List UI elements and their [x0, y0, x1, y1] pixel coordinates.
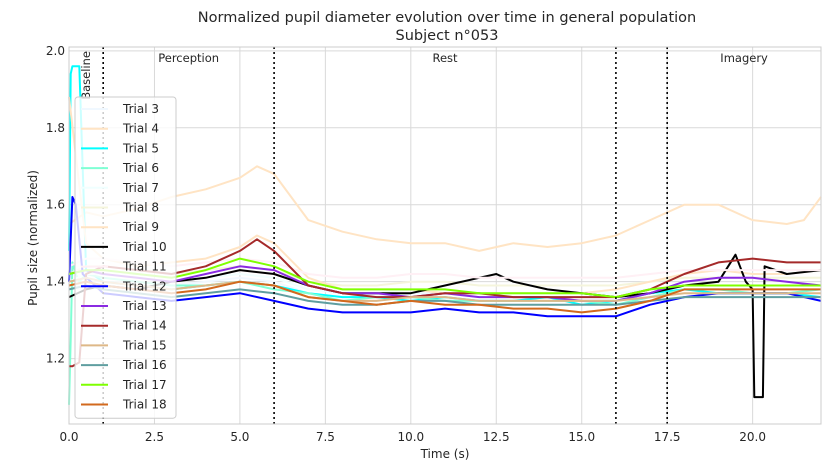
legend-label: Trial 15 [122, 338, 167, 352]
x-tick-label: 5.0 [230, 430, 249, 444]
phase-label-perception: Perception [158, 51, 219, 65]
phase-label-baseline: Baseline [79, 51, 93, 100]
legend-label: Trial 17 [122, 378, 167, 392]
legend-label: Trial 13 [122, 299, 167, 313]
series-line-trial-4 [68, 165, 822, 252]
legend-label: Trial 11 [122, 260, 167, 274]
plot-frame [68, 46, 822, 425]
chart-title: Normalized pupil diameter evolution over… [198, 10, 696, 26]
y-axis-ticks: 1.2 1.4 1.6 1.8 2.0 [46, 44, 65, 366]
legend-label: Trial 16 [122, 358, 167, 372]
x-tick-label: 20.0 [739, 430, 766, 444]
chart-subtitle: Subject n°053 [396, 28, 499, 44]
series-line-trial-12 [68, 196, 822, 318]
y-tick-label: 1.6 [46, 198, 65, 212]
phase-label-rest: Rest [432, 51, 458, 65]
x-tick-label: 15.0 [568, 430, 595, 444]
legend-label: Trial 10 [122, 240, 167, 254]
legend-label: Trial 18 [122, 398, 167, 412]
y-axis-label: Pupil size (normalized) [26, 170, 40, 306]
series-line-trial-5 [68, 65, 822, 306]
legend-label: Trial 9 [122, 220, 159, 234]
y-tick-label: 1.2 [46, 352, 65, 366]
legend-label: Trial 8 [122, 201, 159, 215]
legend-label: Trial 14 [122, 319, 167, 333]
phase-markers [102, 47, 668, 424]
legend-label: Trial 3 [122, 102, 159, 116]
legend-label: Trial 5 [122, 141, 159, 155]
x-tick-label: 2.5 [145, 430, 164, 444]
x-tick-label: 10.0 [397, 430, 424, 444]
phase-label-imagery: Imagery [720, 51, 768, 65]
y-tick-label: 2.0 [46, 44, 65, 58]
x-axis-label: Time (s) [420, 447, 470, 461]
series-line-trial-10 [68, 253, 822, 399]
y-tick-label: 1.8 [46, 121, 65, 135]
x-tick-label: 7.5 [316, 430, 335, 444]
legend-label: Trial 12 [122, 279, 167, 293]
grid-lines [68, 47, 821, 424]
x-tick-label: 17.5 [654, 430, 681, 444]
legend: Trial 3 Trial 4 Trial 5 Trial 6 Trial 7 Trial… [74, 96, 177, 419]
series-layer [68, 65, 822, 405]
legend-label: Trial 4 [122, 122, 159, 136]
legend-label: Trial 7 [122, 181, 159, 195]
x-axis-ticks: 0.0 2.5 5.0 7.5 10.0 12.5 15.0 17.5 20.0 [59, 430, 766, 444]
phase-labels: Baseline Perception Rest Imagery [79, 51, 768, 100]
x-tick-label: 12.5 [483, 430, 510, 444]
legend-box [74, 96, 177, 419]
legend-label: Trial 6 [122, 161, 159, 175]
series-line-trial-14 [69, 238, 821, 368]
x-tick-label: 0.0 [59, 430, 78, 444]
y-tick-label: 1.4 [46, 275, 65, 289]
